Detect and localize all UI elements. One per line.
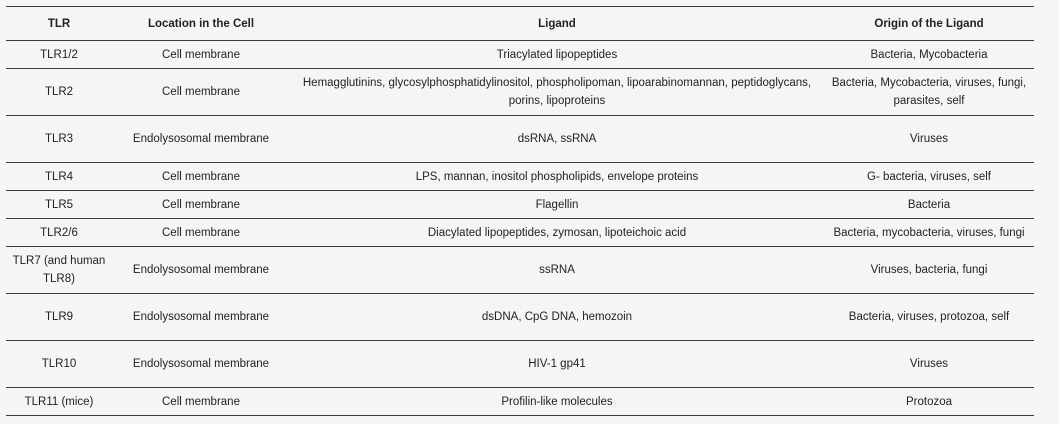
- cell-tlr: TLR9: [6, 293, 112, 341]
- cell-location: Cell membrane: [112, 218, 290, 247]
- cell-tlr: TLR2/6: [6, 218, 112, 247]
- cell-tlr: TLR3: [6, 115, 112, 163]
- cell-tlr: TLR2: [6, 68, 112, 116]
- table-row: TLR5 Cell membrane Flagellin Bacteria: [6, 190, 1034, 219]
- cell-origin: Viruses: [824, 340, 1034, 388]
- cell-location: Endolysosomal membrane: [112, 246, 290, 294]
- table-row: TLR2 Cell membrane Hemagglutinins, glyco…: [6, 68, 1034, 116]
- cell-ligand: Hemagglutinins, glycosylphosphatidylinos…: [290, 68, 824, 116]
- cell-tlr: TLR5: [6, 190, 112, 219]
- cell-tlr: TLR1/2: [6, 40, 112, 69]
- cell-ligand: dsRNA, ssRNA: [290, 115, 824, 163]
- cell-ligand: Profilin-like molecules: [290, 387, 824, 416]
- cell-ligand: Diacylated lipopeptides, zymosan, lipote…: [290, 218, 824, 247]
- table-body: TLR1/2 Cell membrane Triacylated lipopep…: [6, 40, 1034, 416]
- cell-ligand: Flagellin: [290, 190, 824, 219]
- cell-ligand: HIV-1 gp41: [290, 340, 824, 388]
- cell-location: Cell membrane: [112, 162, 290, 191]
- table-row: TLR9 Endolysosomal membrane dsDNA, CpG D…: [6, 293, 1034, 341]
- cell-origin: G- bacteria, viruses, self: [824, 162, 1034, 191]
- cell-location: Cell membrane: [112, 68, 290, 116]
- table-row: TLR2/6 Cell membrane Diacylated lipopept…: [6, 218, 1034, 247]
- cell-tlr: TLR11 (mice): [6, 387, 112, 416]
- header-ligand: Ligand: [290, 6, 824, 41]
- cell-tlr: TLR7 (and human TLR8): [6, 246, 112, 294]
- cell-origin: Bacteria: [824, 190, 1034, 219]
- cell-origin: Bacteria, Mycobacteria: [824, 40, 1034, 69]
- header-row: TLR Location in the Cell Ligand Origin o…: [6, 6, 1034, 41]
- table-row: TLR10 Endolysosomal membrane HIV-1 gp41 …: [6, 340, 1034, 388]
- cell-origin: Bacteria, Mycobacteria, viruses, fungi, …: [824, 68, 1034, 116]
- table-row: TLR3 Endolysosomal membrane dsRNA, ssRNA…: [6, 115, 1034, 163]
- table-row: TLR4 Cell membrane LPS, mannan, inositol…: [6, 162, 1034, 191]
- cell-location: Endolysosomal membrane: [112, 340, 290, 388]
- table-row: TLR1/2 Cell membrane Triacylated lipopep…: [6, 40, 1034, 69]
- cell-origin: Viruses: [824, 115, 1034, 163]
- header-location: Location in the Cell: [112, 6, 290, 41]
- cell-location: Cell membrane: [112, 387, 290, 416]
- cell-location: Cell membrane: [112, 190, 290, 219]
- cell-tlr: TLR4: [6, 162, 112, 191]
- cell-ligand: dsDNA, CpG DNA, hemozoin: [290, 293, 824, 341]
- cell-origin: Bacteria, viruses, protozoa, self: [824, 293, 1034, 341]
- table-row: TLR7 (and human TLR8) Endolysosomal memb…: [6, 246, 1034, 294]
- cell-origin: Bacteria, mycobacteria, viruses, fungi: [824, 218, 1034, 247]
- tlr-table: TLR Location in the Cell Ligand Origin o…: [6, 6, 1034, 416]
- cell-ligand: Triacylated lipopeptides: [290, 40, 824, 69]
- cell-location: Cell membrane: [112, 40, 290, 69]
- cell-origin: Protozoa: [824, 387, 1034, 416]
- table-header: TLR Location in the Cell Ligand Origin o…: [6, 6, 1034, 41]
- cell-location: Endolysosomal membrane: [112, 115, 290, 163]
- cell-tlr: TLR10: [6, 340, 112, 388]
- cell-location: Endolysosomal membrane: [112, 293, 290, 341]
- header-tlr: TLR: [6, 6, 112, 41]
- cell-ligand: LPS, mannan, inositol phospholipids, env…: [290, 162, 824, 191]
- table-row: TLR11 (mice) Cell membrane Profilin-like…: [6, 387, 1034, 416]
- cell-origin: Viruses, bacteria, fungi: [824, 246, 1034, 294]
- header-origin: Origin of the Ligand: [824, 6, 1034, 41]
- cell-ligand: ssRNA: [290, 246, 824, 294]
